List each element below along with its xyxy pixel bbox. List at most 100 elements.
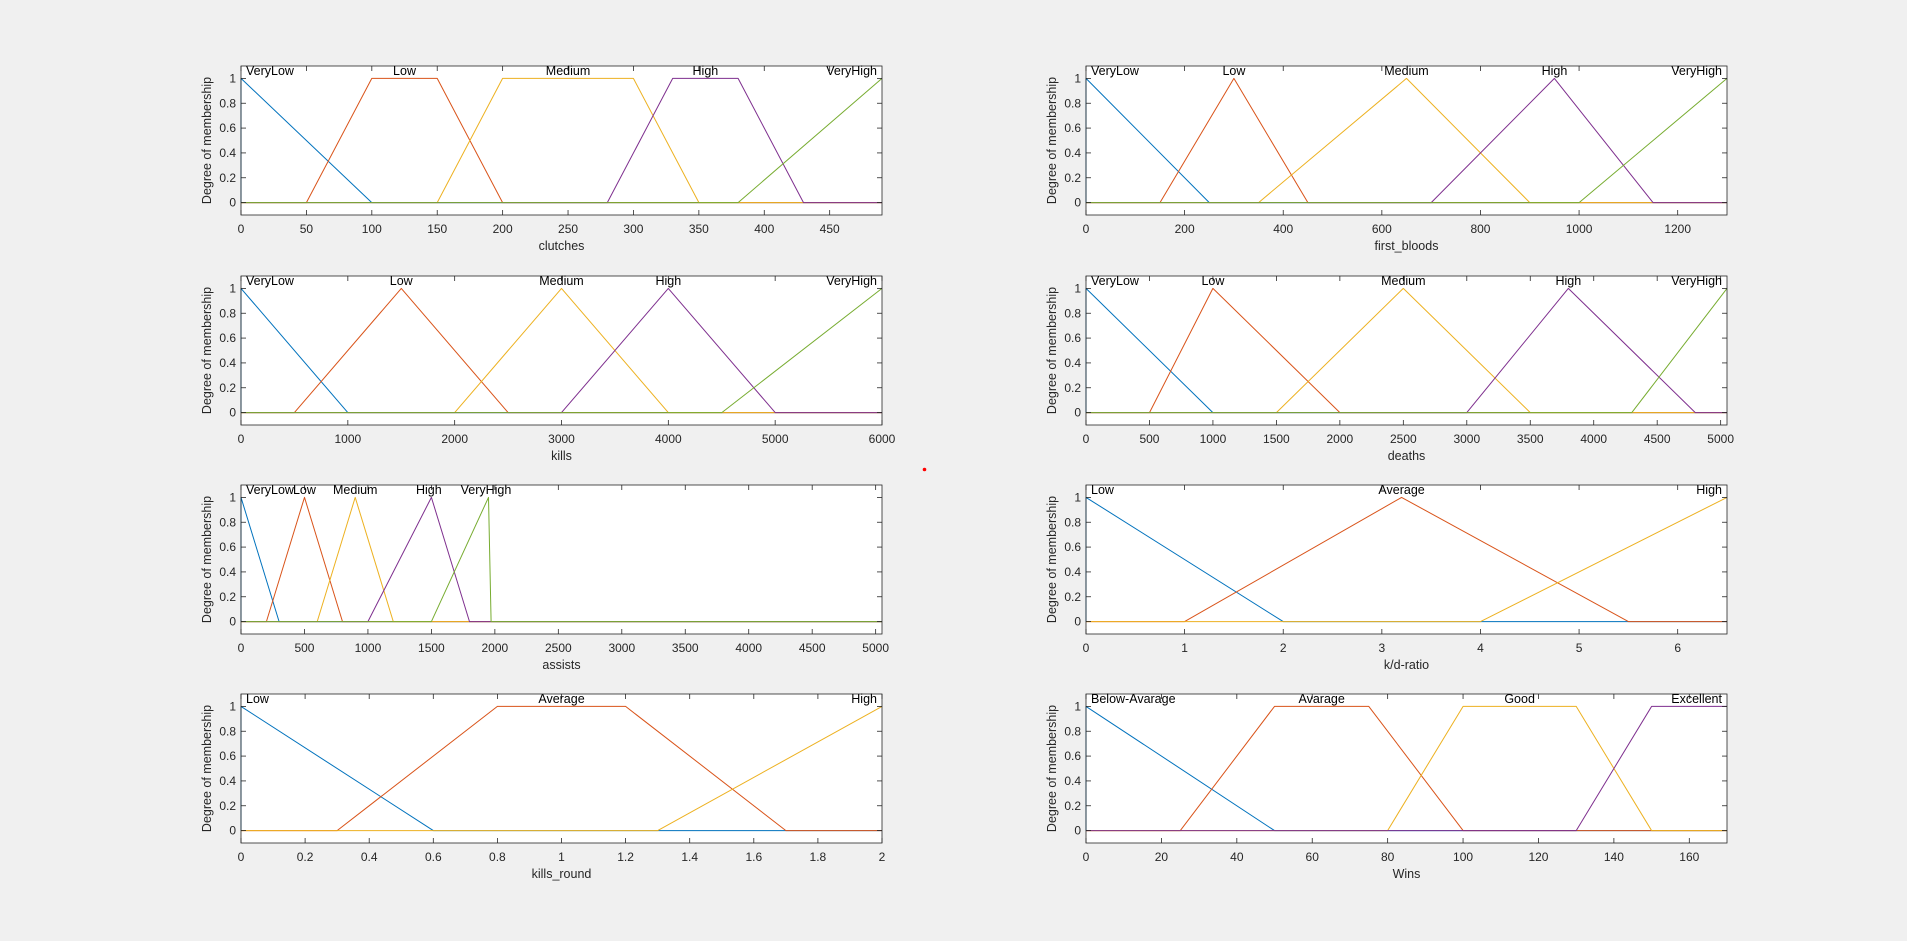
axes-background: [1086, 694, 1727, 843]
x-tick-label: 0: [238, 850, 245, 864]
x-axis-label: k/d-ratio: [1384, 658, 1429, 672]
y-tick-label: 0: [229, 824, 236, 838]
mf-label: High: [1555, 274, 1581, 288]
x-tick-label: 2000: [1327, 432, 1354, 446]
x-tick-label: 1.2: [617, 850, 634, 864]
mf-label: High: [1696, 483, 1722, 497]
x-tick-label: 500: [1139, 432, 1159, 446]
x-tick-label: 50: [300, 222, 314, 236]
x-tick-label: 450: [820, 222, 840, 236]
y-tick-label: 0.4: [1064, 774, 1081, 788]
subplot-k-d-ratio: 0 1 2 3 4 5 6 0 0.2 0.4 0.6 0.8 1 k/d-ratio Degree of …: [1045, 483, 1728, 672]
mf-label: VeryHigh: [1671, 274, 1722, 288]
mf-label: VeryLow: [246, 64, 295, 78]
x-tick-label: 1000: [1200, 432, 1227, 446]
y-tick-label: 0.8: [219, 96, 236, 110]
x-tick-label: 20: [1155, 850, 1169, 864]
series-line-veryhigh: [1086, 78, 1728, 204]
x-tick-label: 1000: [334, 432, 361, 446]
x-tick-label: 0.4: [361, 850, 378, 864]
y-tick-label: 0.6: [1064, 331, 1081, 345]
y-axis-label: Degree of membership: [200, 705, 214, 832]
x-tick-label: 2: [1280, 641, 1287, 655]
mf-label: High: [851, 692, 877, 706]
mf-label: VeryHigh: [1671, 64, 1722, 78]
x-tick-label: 0.8: [489, 850, 506, 864]
x-tick-label: 0: [238, 641, 245, 655]
x-tick-label: 0: [1083, 641, 1090, 655]
mf-label: Low: [293, 483, 317, 497]
y-axis-label: Degree of membership: [200, 77, 214, 204]
y-axis-label: Degree of membership: [200, 496, 214, 623]
y-tick-label: 0.4: [1064, 356, 1081, 370]
x-axis-label: clutches: [539, 239, 585, 253]
x-tick-label: 0: [1083, 432, 1090, 446]
x-tick-label: 1000: [1566, 222, 1593, 236]
subplot-wins: 0 20 40 60 80 100 120 140 160 0 0.2 0.4 0.6 0.8 1 Wins D…: [1045, 692, 1728, 881]
x-tick-label: 5: [1576, 641, 1583, 655]
x-tick-label: 1: [558, 850, 565, 864]
mf-label: High: [693, 64, 719, 78]
y-tick-label: 0: [229, 196, 236, 210]
x-tick-label: 1.4: [681, 850, 698, 864]
x-axis-label: first_bloods: [1375, 239, 1439, 253]
axes-frame: [1085, 693, 1728, 844]
x-tick-label: 2000: [482, 641, 509, 655]
y-tick-label: 0.2: [1064, 381, 1081, 395]
x-tick-label: 400: [754, 222, 774, 236]
y-tick-label: 0.8: [1064, 724, 1081, 738]
mf-label: VeryLow: [1091, 64, 1140, 78]
x-tick-label: 1200: [1664, 222, 1691, 236]
axes-frame: [240, 65, 883, 216]
axes-background: [241, 694, 882, 843]
cursor-dot: [922, 467, 927, 472]
y-tick-label: 1: [1074, 699, 1081, 713]
y-tick-label: 0.6: [219, 121, 236, 135]
x-tick-label: 120: [1528, 850, 1548, 864]
series-line-veryhigh: [241, 288, 883, 414]
x-tick-label: 800: [1470, 222, 1490, 236]
mf-label: Medium: [1384, 64, 1428, 78]
mf-label: High: [655, 274, 681, 288]
x-tick-label: 160: [1679, 850, 1699, 864]
axes-background: [1086, 485, 1727, 634]
x-tick-label: 2500: [545, 641, 572, 655]
y-tick-label: 0.8: [1064, 96, 1081, 110]
mf-label: Good: [1504, 692, 1535, 706]
y-tick-label: 0.4: [219, 146, 236, 160]
mf-label: Medium: [1381, 274, 1425, 288]
y-tick-label: 0.6: [219, 540, 236, 554]
mf-label: Medium: [539, 274, 583, 288]
y-axis-label: Degree of membership: [1045, 496, 1059, 623]
y-tick-label: 0.2: [219, 171, 236, 185]
mf-label: VeryLow: [246, 274, 295, 288]
mf-label: Medium: [333, 483, 377, 497]
subplot-assists: 0 500 1000 1500 2000 2500 3000 3500 4000 4500 5000…: [200, 483, 889, 672]
mf-label: Low: [1091, 483, 1115, 497]
y-tick-label: 0: [1074, 406, 1081, 420]
x-axis-label: deaths: [1388, 449, 1426, 463]
mf-label: VeryHigh: [826, 64, 877, 78]
x-tick-label: 3500: [1517, 432, 1544, 446]
subplot-kills-round: 0 0.2 0.4 0.6 0.8 1 1.2 1.4 1.6 1.8 2 0 0.2 0.4 0.6 0.8…: [200, 692, 886, 881]
subplot-clutches: 0 50 100 150 200 250 300 350 400 450 0 0.2 0.4 0.6 0.8…: [200, 64, 883, 253]
subplot-first-bloods: 0 200 400 600 800 1000 1200 0 0.2 0.4 0.6 0.8 1 first…: [1045, 64, 1728, 253]
x-tick-label: 5000: [862, 641, 889, 655]
axes-frame: [1085, 484, 1728, 635]
x-tick-label: 3: [1379, 641, 1386, 655]
y-tick-label: 0.6: [1064, 540, 1081, 554]
y-tick-label: 1: [229, 281, 236, 295]
x-tick-label: 0: [238, 432, 245, 446]
subplot-kills: 0 1000 2000 3000 4000 5000 6000 0 0.2 0.4 0.6 0.8 1 k…: [200, 274, 896, 463]
y-tick-label: 0.6: [1064, 749, 1081, 763]
x-tick-label: 600: [1372, 222, 1392, 236]
mf-label: Excellent: [1671, 692, 1722, 706]
mf-label: Low: [246, 692, 270, 706]
y-tick-label: 0.2: [1064, 799, 1081, 813]
x-tick-label: 40: [1230, 850, 1244, 864]
series-line-veryhigh: [241, 496, 882, 623]
y-tick-label: 0.2: [219, 799, 236, 813]
y-tick-label: 0: [1074, 824, 1081, 838]
subplots-container: 0 50 100 150 200 250 300 350 400 45000.20.40.60.8…: [200, 64, 1734, 881]
x-axis-label: kills: [551, 449, 572, 463]
